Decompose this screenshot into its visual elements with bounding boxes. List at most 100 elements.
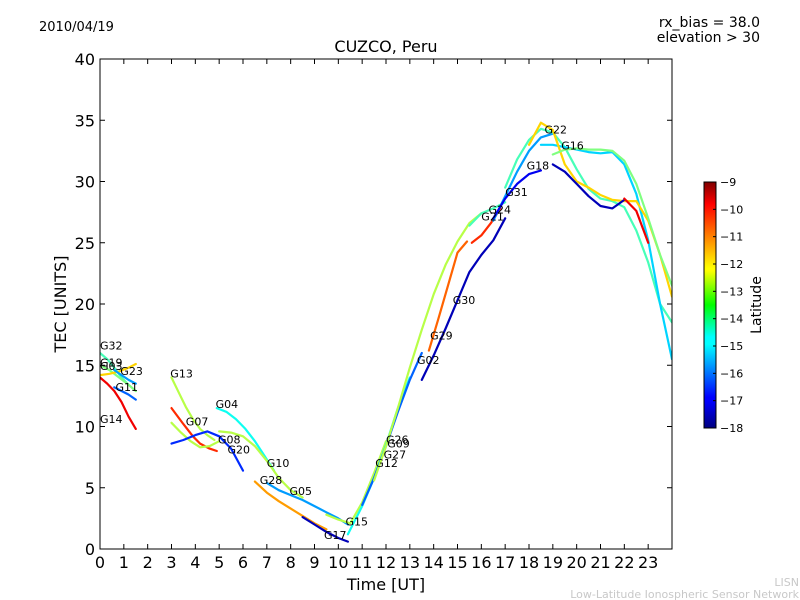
chart-title: CUZCO, Peru (334, 37, 437, 56)
x-tick-label: 15 (447, 553, 467, 572)
x-tick-label: 6 (238, 553, 248, 572)
x-tick-label: 16 (471, 553, 491, 572)
y-tick-label: 35 (75, 111, 95, 130)
series-g11 (113, 386, 137, 401)
satellite-label-g03: G03 (100, 360, 123, 373)
satellite-label-g29: G29 (430, 330, 453, 343)
series-g20 (170, 430, 245, 472)
x-tick-label: 2 (143, 553, 153, 572)
colorbar-tick-label: −16 (720, 367, 743, 380)
y-tick-label: 30 (75, 173, 95, 192)
x-tick-label: 0 (95, 553, 105, 572)
colorbar-tick-label: −11 (720, 231, 743, 244)
series-g07 (170, 407, 218, 453)
y-axis-label: TEC [UNITS] (51, 256, 70, 354)
satellite-label-g31: G31 (505, 186, 528, 199)
satellite-label-g10: G10 (267, 457, 290, 470)
x-tick-label: 3 (166, 553, 176, 572)
satellite-label-g16: G16 (561, 140, 584, 153)
series-g08 (170, 421, 221, 449)
x-tick-label: 11 (352, 553, 372, 572)
colorbar: −9 −10 −11 −12 −13 −14 −15 −16 −17 −18 Latitude (703, 176, 765, 435)
y-tick-label: 0 (85, 540, 95, 559)
satellite-label-g12: G12 (375, 457, 398, 470)
series-g13 (170, 376, 216, 442)
satellite-label-g20: G20 (228, 443, 251, 456)
series-g17 (301, 516, 349, 543)
satellite-label-g14: G14 (100, 413, 123, 426)
x-tick-label: 9 (309, 553, 319, 572)
satellite-label-g32: G32 (100, 339, 123, 352)
x-tick-label: 5 (214, 553, 224, 572)
x-axis: 0 1 2 3 4 5 6 7 8 9 10 11 12 13 14 15 16 17 18 19 20 21 22 23 (95, 59, 658, 572)
satellite-label-g17: G17 (324, 529, 347, 542)
series-g23 (113, 369, 137, 385)
series-g03 (100, 362, 137, 377)
credit-abbr: LISN (774, 576, 799, 589)
x-tick-label: 20 (566, 553, 586, 572)
colorbar-tick-label: −14 (720, 313, 743, 326)
credit-full: Low-Latitude Ionospheric Sensor Network (570, 588, 799, 600)
elevation-label: elevation > 30 (657, 30, 760, 46)
series-g16 (539, 143, 672, 361)
series-g18 (492, 169, 542, 220)
colorbar-tick-label: −13 (720, 285, 743, 298)
series-g19 (100, 364, 137, 393)
satellite-label-g05: G05 (290, 485, 313, 498)
colorbar-tick-label: −12 (720, 258, 743, 271)
colorbar-ticks: −9 −10 −11 −12 −13 −14 −15 −16 −17 −18 (713, 176, 743, 435)
rx-bias-label: rx_bias = 38.0 (659, 15, 760, 31)
x-tick-label: 17 (495, 553, 515, 572)
series-g15 (325, 440, 388, 525)
x-tick-label: 12 (376, 553, 396, 572)
satellite-label-g30: G30 (453, 294, 476, 307)
satellite-label-g04: G04 (216, 398, 239, 411)
series-g29 (427, 240, 469, 352)
satellite-label-g23: G23 (120, 365, 143, 378)
colorbar-tick-label: −9 (720, 176, 736, 189)
x-tick-label: 10 (328, 553, 348, 572)
satellite-label-g22: G22 (545, 124, 568, 137)
satellite-label-g11: G11 (116, 381, 139, 394)
x-tick-label: 4 (190, 553, 200, 572)
satellite-label-g09: G09 (387, 437, 410, 450)
colorbar-tick-label: −10 (720, 203, 743, 216)
satellite-label-g24: G24 (489, 203, 512, 216)
x-tick-label: 1 (119, 553, 129, 572)
satellite-label-g07: G07 (186, 415, 209, 428)
y-tick-label: 20 (75, 295, 95, 314)
colorbar-tick-label: −17 (720, 395, 743, 408)
series-g06 (551, 147, 672, 287)
satellite-label-g21: G21 (481, 211, 504, 224)
y-tick-label: 15 (75, 356, 95, 375)
series-g33 (623, 197, 650, 244)
series-g04 (215, 407, 276, 472)
x-tick-label: 22 (614, 553, 634, 572)
x-tick-label: 7 (262, 553, 272, 572)
date-label: 2010/04/19 (39, 20, 114, 35)
y-tick-label: 40 (75, 50, 95, 69)
colorbar-label: Latitude (749, 276, 765, 334)
satellite-label-g13: G13 (170, 368, 193, 381)
x-tick-label: 19 (543, 553, 563, 572)
x-tick-label: 23 (638, 553, 658, 572)
series-g01 (551, 163, 626, 210)
series-layer (100, 121, 672, 543)
satellite-label-g15: G15 (346, 516, 369, 529)
satellite-label-g02: G02 (417, 354, 440, 367)
colorbar-tick-label: −18 (720, 422, 743, 435)
satellite-label-g26: G26 (386, 434, 409, 447)
series-g14 (100, 376, 137, 430)
colorbar-tick-label: −15 (720, 340, 743, 353)
x-tick-label: 13 (400, 553, 420, 572)
y-tick-label: 5 (85, 479, 95, 498)
series-g02 (373, 212, 483, 482)
satellite-label-g28: G28 (260, 474, 283, 487)
series-g10 (218, 430, 304, 499)
plot-background (100, 59, 672, 549)
satellite-label-g08: G08 (218, 434, 241, 447)
satellite-label-g19: G19 (100, 357, 123, 370)
